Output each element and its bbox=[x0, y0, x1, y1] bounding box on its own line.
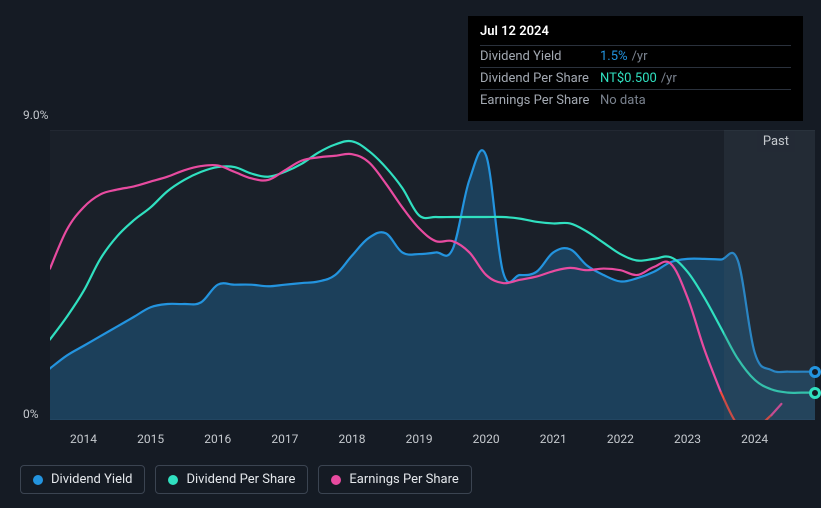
x-axis-tick-label: 2019 bbox=[406, 432, 433, 446]
legend: Dividend Yield Dividend Per Share Earnings… bbox=[20, 465, 472, 494]
tooltip-row-label: Dividend Yield bbox=[480, 49, 600, 64]
x-axis-tick-label: 2022 bbox=[607, 432, 634, 446]
x-axis-tick-label: 2023 bbox=[674, 432, 701, 446]
legend-item-earnings-per-share[interactable]: Earnings Per Share bbox=[318, 465, 471, 494]
series-end-marker bbox=[809, 366, 821, 378]
tooltip-row-label: Earnings Per Share bbox=[480, 93, 600, 108]
tooltip: Jul 12 2024 Dividend Yield1.5%/yrDividen… bbox=[468, 16, 803, 121]
tooltip-row-label: Dividend Per Share bbox=[480, 71, 600, 86]
x-axis-tick-label: 2015 bbox=[137, 432, 164, 446]
x-axis-tick-label: 2020 bbox=[473, 432, 500, 446]
x-axis-tick-label: 2018 bbox=[338, 432, 365, 446]
legend-label: Dividend Yield bbox=[51, 472, 132, 487]
legend-label: Dividend Per Share bbox=[186, 472, 295, 487]
legend-item-dividend-per-share[interactable]: Dividend Per Share bbox=[155, 465, 308, 494]
x-axis-tick-label: 2016 bbox=[204, 432, 231, 446]
series-end-marker bbox=[809, 387, 821, 399]
x-axis-tick-label: 2021 bbox=[540, 432, 567, 446]
legend-item-dividend-yield[interactable]: Dividend Yield bbox=[20, 465, 145, 494]
tooltip-row: Earnings Per ShareNo data bbox=[480, 89, 791, 111]
y-axis-label-min: 0% bbox=[23, 407, 39, 421]
x-axis-labels: 2014 2015 2016 2017 2018 2019 2020 2021 2022 2023… bbox=[50, 420, 815, 450]
legend-swatch bbox=[168, 475, 178, 485]
legend-swatch bbox=[331, 475, 341, 485]
tooltip-row-value: 1.5%/yr bbox=[600, 49, 791, 64]
plot-area[interactable] bbox=[50, 130, 815, 420]
tooltip-row: Dividend Yield1.5%/yr bbox=[480, 45, 791, 67]
x-axis-tick-label: 2017 bbox=[271, 432, 298, 446]
tooltip-row-value: No data bbox=[600, 93, 791, 108]
tooltip-row-value: NT$0.500/yr bbox=[600, 71, 791, 86]
x-axis-tick-label: 2014 bbox=[70, 432, 97, 446]
legend-swatch bbox=[33, 475, 43, 485]
past-label: Past bbox=[757, 131, 795, 152]
x-axis-tick-label: 2024 bbox=[741, 432, 768, 446]
legend-label: Earnings Per Share bbox=[349, 472, 458, 487]
tooltip-row: Dividend Per ShareNT$0.500/yr bbox=[480, 67, 791, 89]
chart-svg bbox=[50, 130, 815, 420]
tooltip-date: Jul 12 2024 bbox=[480, 24, 791, 39]
y-axis-label-max: 9.0% bbox=[23, 108, 48, 122]
